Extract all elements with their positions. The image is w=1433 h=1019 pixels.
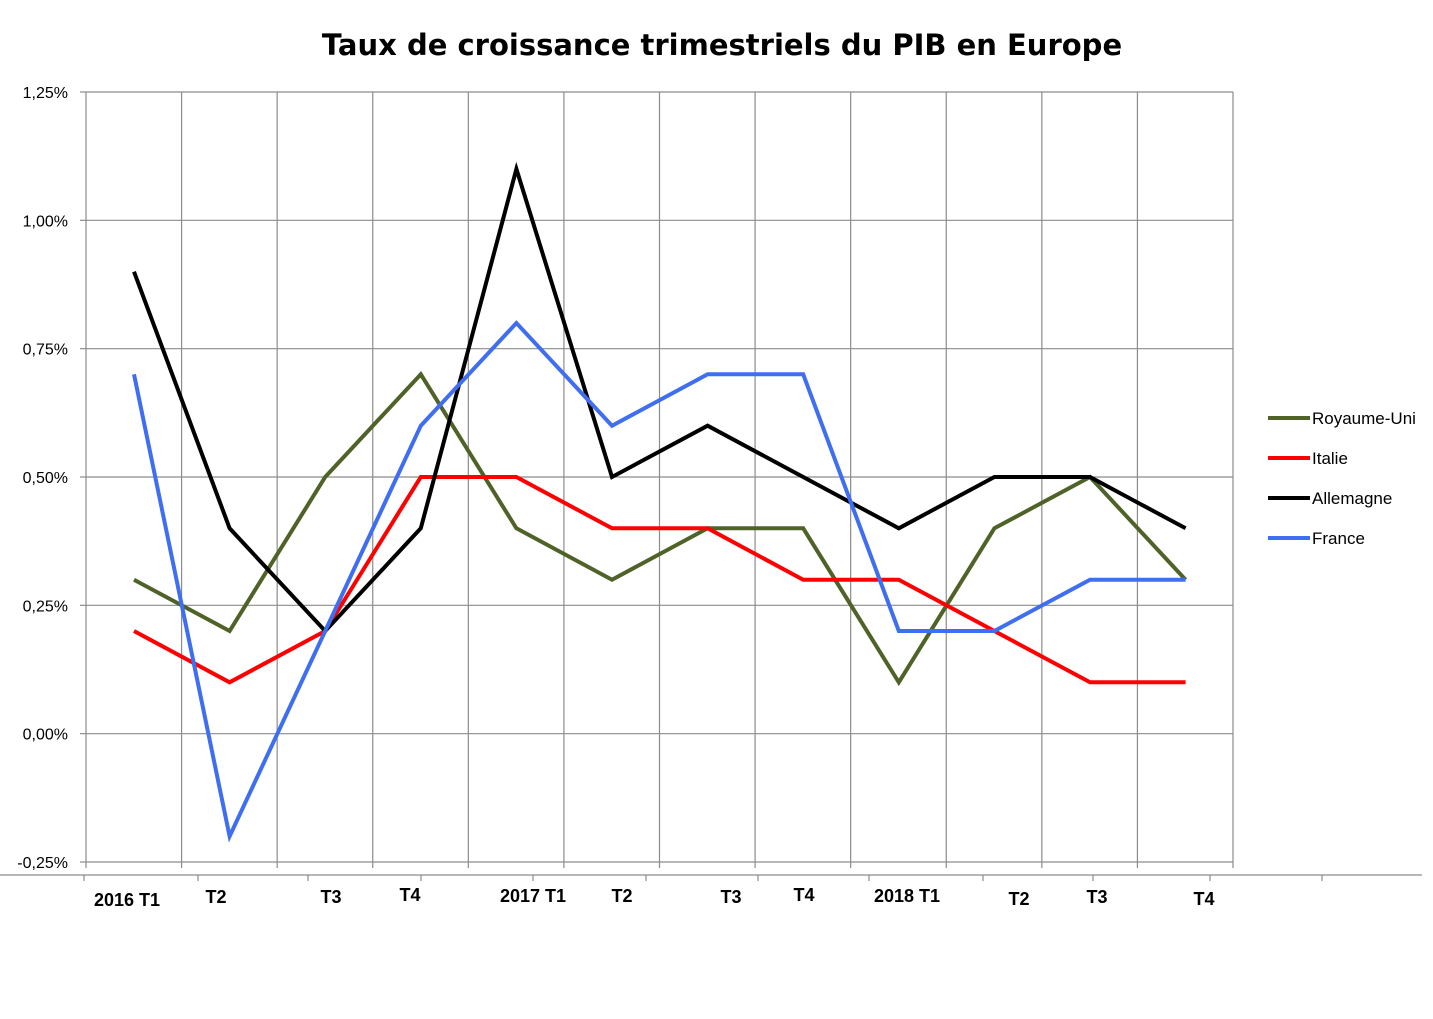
x-tick-label: T3 bbox=[1086, 887, 1107, 907]
x-tick-label: 2016 T1 bbox=[94, 890, 160, 910]
y-tick-label: 1,00% bbox=[23, 213, 68, 230]
x-tick-label: T4 bbox=[1193, 889, 1214, 909]
x-tick-label: T2 bbox=[1008, 889, 1029, 909]
axes: -0,25% 0,00% 0,25% 0,50% 0,75% 1,00% 1,25% 2016… bbox=[0, 85, 1422, 910]
x-tick-label: T3 bbox=[320, 887, 341, 907]
x-tick-label: T4 bbox=[399, 885, 420, 905]
y-tick-label: 1,25% bbox=[23, 85, 68, 102]
series-lines bbox=[132, 161, 1188, 843]
x-tick-label: T3 bbox=[720, 887, 741, 907]
legend-label: Allemagne bbox=[1312, 489, 1392, 508]
series-line-italie bbox=[133, 475, 1186, 685]
y-tick-label: -0,25% bbox=[17, 855, 68, 872]
x-tick-label: T2 bbox=[205, 887, 226, 907]
legend-label: France bbox=[1312, 529, 1365, 548]
x-tick-label: T4 bbox=[793, 885, 814, 905]
chart-title: Taux de croissance trimestriels du PIB e… bbox=[322, 28, 1122, 62]
series-line-royaume-uni bbox=[133, 371, 1188, 687]
y-tick-label: 0,25% bbox=[23, 598, 68, 615]
x-tick-label: T2 bbox=[611, 886, 632, 906]
legend-label: Italie bbox=[1312, 449, 1348, 468]
series-line-france bbox=[132, 320, 1186, 843]
legend-label: Royaume-Uni bbox=[1312, 409, 1416, 428]
series-line-allemagne bbox=[132, 161, 1187, 634]
y-tick-label: 0,50% bbox=[23, 470, 68, 487]
x-tick-label: 2018 T1 bbox=[874, 886, 940, 906]
y-tick-label: 0,75% bbox=[23, 342, 68, 359]
legend: Royaume-Uni Italie Allemagne France bbox=[1268, 409, 1416, 548]
x-tick-label: 2017 T1 bbox=[500, 886, 566, 906]
grid bbox=[85, 91, 1234, 868]
y-tick-label: 0,00% bbox=[23, 727, 68, 744]
